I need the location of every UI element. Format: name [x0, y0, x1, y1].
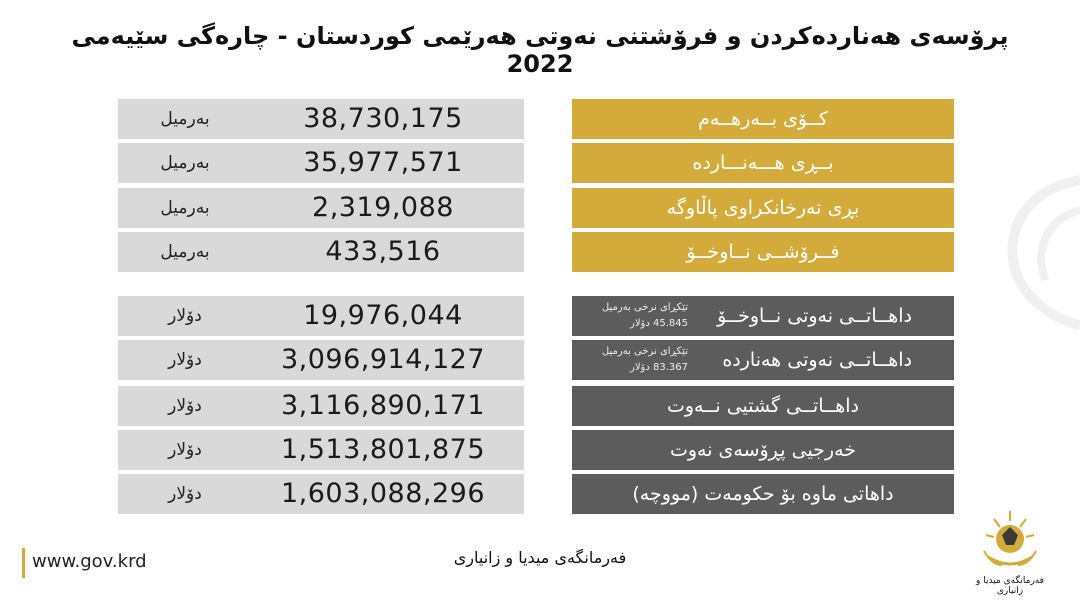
row-label: کــۆی بــەرهــەم [698, 108, 828, 130]
value-cell-total-oil-revenue: دۆلار 3,116,890,171 [118, 386, 524, 426]
label-cell-total-oil-revenue: داهــاتــی گشتیی نــەوت [572, 386, 954, 426]
row-label: بــڕی هـــەنـــاردە [692, 152, 834, 174]
value-cell-remaining-revenue: دۆلار 1,603,088,296 [118, 474, 524, 514]
krg-emblem-icon [983, 511, 1037, 566]
value-cell-oil-process-expenses: دۆلار 1,513,801,875 [118, 430, 524, 470]
label-cell-export-oil-revenue: داهــاتــی نەوتی هەناردە تێکڕای نرخی بەر… [572, 340, 954, 380]
avg-price-caption: تێکڕای نرخی بەرمیل [601, 346, 688, 357]
unit-label: دۆلار [168, 306, 202, 326]
row-label: بڕی تەرخانکراوی پاڵاوگە [666, 197, 860, 219]
avg-price-value: 83.367 دۆلار [630, 362, 688, 373]
unit-label: بەرمیل [160, 198, 210, 218]
row-label: فــرۆشــی نــاوخــۆ [686, 241, 840, 263]
value-cell-export-oil-revenue: دۆلار 3,096,914,127 [118, 340, 524, 380]
value-number: 1,513,801,875 [280, 434, 486, 465]
emblem-watermark-icon [1007, 175, 1080, 330]
avg-price-caption: تێکڕای نرخی بەرمیل [601, 302, 688, 313]
label-cell-domestic-oil-revenue: داهــاتــی نەوتی نــاوخــۆ تێکڕای نرخی ب… [572, 296, 954, 336]
label-cell-remaining-revenue: داهاتی ماوە بۆ حکومەت (مووچە) [572, 474, 954, 514]
label-cell-domestic-sales: فــرۆشــی نــاوخــۆ [572, 232, 954, 272]
unit-label: بەرمیل [160, 109, 210, 129]
value-number: 38,730,175 [303, 103, 463, 134]
avg-price-note: تێکڕای نرخی بەرمیل 45.845 دۆلار [578, 300, 688, 332]
value-cell-total-production: بەرمیل 38,730,175 [118, 99, 524, 139]
row-label: خەرجیی پڕۆسەی نەوت [669, 439, 857, 461]
value-cell-domestic-oil-revenue: دۆلار 19,976,044 [118, 296, 524, 336]
value-number: 35,977,571 [303, 147, 463, 178]
value-number: 3,096,914,127 [280, 344, 486, 375]
row-label: داهــاتــی نەوتی نــاوخــۆ [717, 305, 912, 327]
row-label: داهــاتــی نەوتی هەناردە [722, 349, 912, 371]
label-cell-total-production: کــۆی بــەرهــەم [572, 99, 954, 139]
row-label: داهاتی ماوە بۆ حکومەت (مووچە) [632, 483, 894, 505]
value-number: 2,319,088 [312, 192, 454, 223]
value-cell-domestic-sales: بەرمیل 433,516 [118, 232, 524, 272]
value-number: 433,516 [325, 236, 441, 267]
value-cell-refinery-allocation: بەرمیل 2,319,088 [118, 188, 524, 228]
footer-accent-bar [22, 548, 25, 578]
label-cell-export-amount: بــڕی هـــەنـــاردە [572, 143, 954, 183]
unit-label: دۆلار [168, 440, 202, 460]
row-label: داهــاتــی گشتیی نــەوت [667, 395, 859, 417]
logo-caption: فەرمانگەی میدیا و زانیاری [976, 576, 1044, 596]
department-name: فەرمانگەی میدیا و زانیاری [453, 548, 627, 567]
unit-label: بەرمیل [160, 153, 210, 173]
value-number: 19,976,044 [303, 300, 463, 331]
unit-label: دۆلار [168, 350, 202, 370]
label-cell-oil-process-expenses: خەرجیی پڕۆسەی نەوت [572, 430, 954, 470]
unit-label: دۆلار [168, 484, 202, 504]
value-cell-export-amount: بەرمیل 35,977,571 [118, 143, 524, 183]
value-number: 3,116,890,171 [280, 390, 486, 421]
unit-label: بەرمیل [160, 242, 210, 262]
website-link[interactable]: www.gov.krd [32, 551, 147, 572]
label-cell-refinery-allocation: بڕی تەرخانکراوی پاڵاوگە [572, 188, 954, 228]
page-title: پرۆسەی هەناردەکردن و فرۆشتنی نەوتی هەرێم… [71, 22, 1009, 78]
avg-price-value: 45.845 دۆلار [630, 318, 688, 329]
unit-label: دۆلار [168, 396, 202, 416]
avg-price-note: تێکڕای نرخی بەرمیل 83.367 دۆلار [578, 344, 688, 376]
value-number: 1,603,088,296 [280, 478, 486, 509]
